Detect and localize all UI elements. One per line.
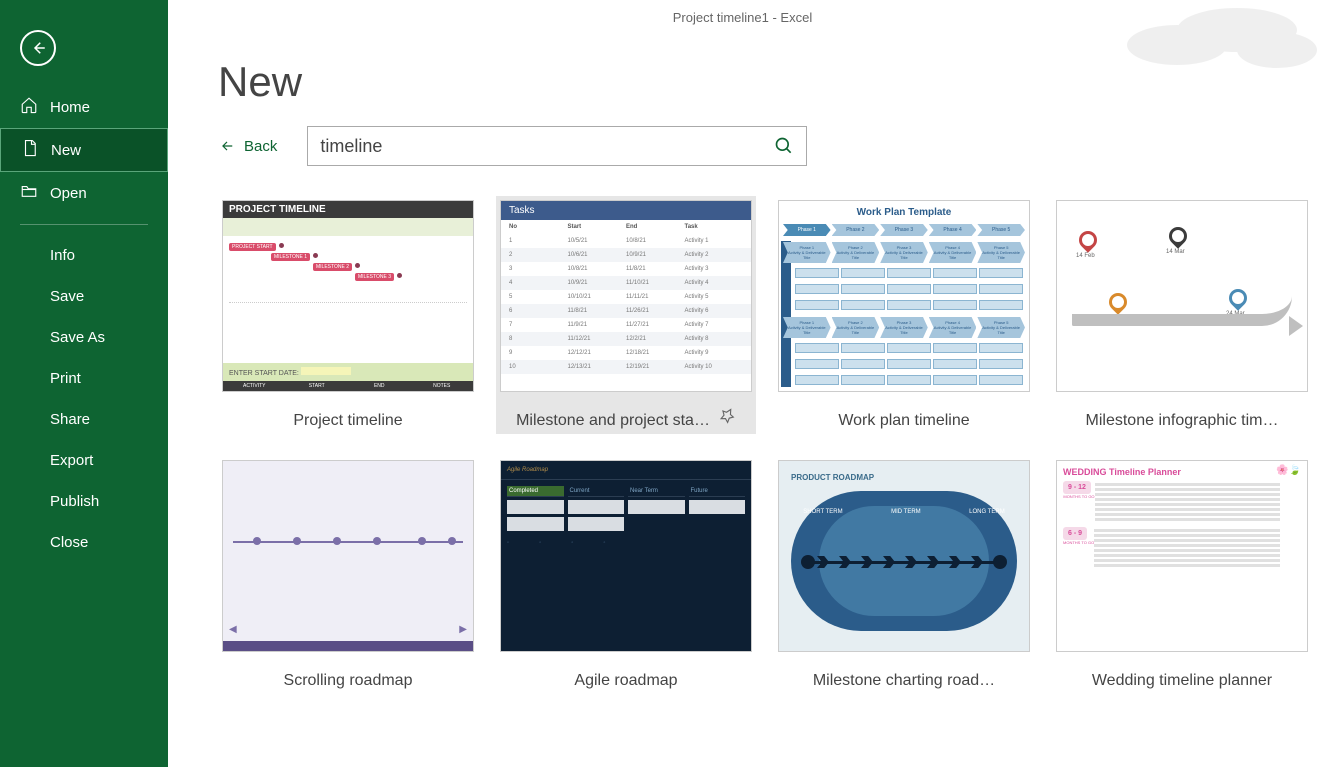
template-label: Agile roadmap	[574, 672, 677, 690]
search-back-link[interactable]: Back	[218, 138, 277, 155]
nav-label: Home	[50, 99, 90, 116]
template-label: Wedding timeline planner	[1092, 672, 1272, 690]
template-milestone-charting[interactable]: PRODUCT ROADMAPSHORT TERMMID TERMLONG TE…	[774, 456, 1034, 694]
template-thumbnail: TasksNoStartEndTask110/5/2110/8/21Activi…	[500, 200, 752, 392]
template-label: Milestone and project sta…	[516, 412, 710, 430]
back-arrow-icon	[218, 139, 236, 153]
template-label: Scrolling roadmap	[284, 672, 413, 690]
template-label: Milestone charting road…	[813, 672, 995, 690]
main-content: Project timeline1 - Excel New Back PROJE…	[168, 0, 1317, 767]
nav-label: Open	[50, 185, 87, 202]
search-input[interactable]	[320, 136, 774, 157]
nav-new[interactable]: New	[0, 128, 168, 172]
nav-save[interactable]: Save	[0, 276, 168, 317]
template-scrolling-roadmap[interactable]: ▶◀ Scrolling roadmap	[218, 456, 478, 694]
nav-label: New	[51, 142, 81, 159]
template-thumbnail: 14 Feb14 Mar24 Jan24 Mar	[1056, 200, 1308, 392]
pin-icon[interactable]	[718, 407, 736, 425]
template-thumbnail: PRODUCT ROADMAPSHORT TERMMID TERMLONG TE…	[778, 460, 1030, 652]
template-milestone-infographic[interactable]: 14 Feb14 Mar24 Jan24 Mar Milestone infogr…	[1052, 196, 1312, 434]
back-link-label: Back	[244, 138, 277, 155]
template-label: Project timeline	[293, 412, 402, 430]
template-search-box[interactable]	[307, 126, 807, 166]
template-wedding-planner[interactable]: 🌸🍃WEDDING Timeline Planner9 - 12MONTHS T…	[1052, 456, 1312, 694]
template-thumbnail: Work Plan TemplatePhase 1Phase 2Phase 3P…	[778, 200, 1030, 392]
template-label: Work plan timeline	[838, 412, 969, 430]
template-milestone-status[interactable]: TasksNoStartEndTask110/5/2110/8/21Activi…	[496, 196, 756, 434]
template-agile-roadmap[interactable]: Agile RoadmapCompletedCurrentNear TermFu…	[496, 456, 756, 694]
cloud-decoration	[1057, 0, 1317, 80]
nav-save-as[interactable]: Save As	[0, 317, 168, 358]
search-icon[interactable]	[774, 136, 794, 156]
nav-open[interactable]: Open	[0, 172, 168, 214]
template-thumbnail: Agile RoadmapCompletedCurrentNear TermFu…	[500, 460, 752, 652]
template-label: Milestone infographic tim…	[1086, 412, 1279, 430]
nav-separator	[20, 224, 148, 225]
nav-share[interactable]: Share	[0, 399, 168, 440]
template-grid: PROJECT TIMELINEPROJECT STARTMILESTONE 1…	[218, 196, 1317, 694]
template-thumbnail: 🌸🍃WEDDING Timeline Planner9 - 12MONTHS T…	[1056, 460, 1308, 652]
template-work-plan[interactable]: Work Plan TemplatePhase 1Phase 2Phase 3P…	[774, 196, 1034, 434]
back-button[interactable]	[20, 30, 56, 66]
template-thumbnail: PROJECT TIMELINEPROJECT STARTMILESTONE 1…	[222, 200, 474, 392]
backstage-sidebar: Home New Open InfoSaveSave AsPrintShareExp…	[0, 0, 168, 767]
nav-info[interactable]: Info	[0, 235, 168, 276]
nav-print[interactable]: Print	[0, 358, 168, 399]
folder-icon	[20, 182, 38, 204]
template-project-timeline[interactable]: PROJECT TIMELINEPROJECT STARTMILESTONE 1…	[218, 196, 478, 434]
nav-export[interactable]: Export	[0, 440, 168, 481]
nav-home[interactable]: Home	[0, 86, 168, 128]
back-arrow-icon	[29, 39, 47, 57]
template-thumbnail: ▶◀	[222, 460, 474, 652]
doc-icon	[21, 139, 39, 161]
nav-close[interactable]: Close	[0, 522, 168, 563]
home-icon	[20, 96, 38, 118]
nav-publish[interactable]: Publish	[0, 481, 168, 522]
